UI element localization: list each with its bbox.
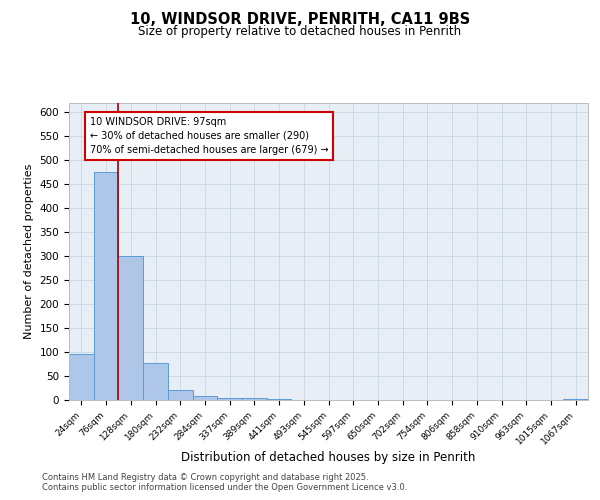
Bar: [143, 363, 168, 400]
Bar: [267, 399, 292, 400]
Bar: [563, 399, 588, 400]
Bar: [69, 354, 94, 400]
Text: 10, WINDSOR DRIVE, PENRITH, CA11 9BS: 10, WINDSOR DRIVE, PENRITH, CA11 9BS: [130, 12, 470, 28]
Bar: [242, 398, 267, 400]
Y-axis label: Number of detached properties: Number of detached properties: [24, 164, 34, 339]
Text: 10 WINDSOR DRIVE: 97sqm
← 30% of detached houses are smaller (290)
70% of semi-d: 10 WINDSOR DRIVE: 97sqm ← 30% of detache…: [90, 117, 329, 155]
Text: Contains HM Land Registry data © Crown copyright and database right 2025.
Contai: Contains HM Land Registry data © Crown c…: [42, 473, 407, 492]
X-axis label: Distribution of detached houses by size in Penrith: Distribution of detached houses by size …: [181, 452, 476, 464]
Bar: [168, 390, 193, 400]
Bar: [193, 396, 217, 400]
Text: Size of property relative to detached houses in Penrith: Size of property relative to detached ho…: [139, 25, 461, 38]
Bar: [118, 256, 143, 400]
Bar: [94, 172, 118, 400]
Bar: [217, 398, 242, 400]
